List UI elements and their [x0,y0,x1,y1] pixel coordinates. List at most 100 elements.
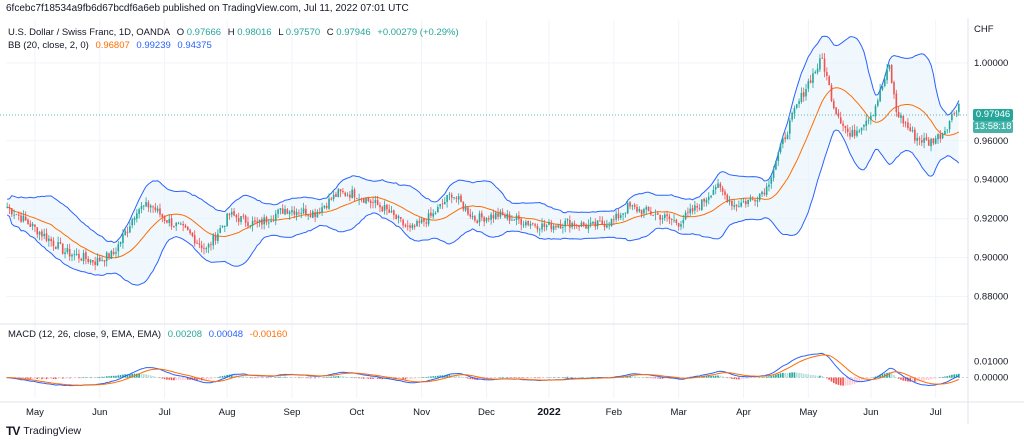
candle [129,221,131,234]
macd-histogram-bar [43,377,46,379]
time-tick-label: Nov [413,407,430,418]
candle-body [270,220,272,222]
candle-body [247,222,249,226]
candle [293,206,296,219]
candle [145,197,147,208]
candle-body [631,205,634,207]
macd-histogram-bar [770,376,773,378]
macd-histogram-bar [802,373,805,378]
candle [793,105,796,119]
candle [337,188,340,198]
candle [441,198,444,210]
candle-body [198,243,201,245]
macd-histogram-bar [856,377,858,384]
candle [437,204,439,213]
candle [73,250,76,261]
candle [784,132,786,143]
candle-body [670,219,673,220]
candle-body [455,197,458,199]
candle-body [446,195,448,202]
candle-body [272,219,275,221]
candle-body [145,201,147,207]
candle-body [94,261,96,265]
macd-histogram-bar [710,375,712,378]
candle [791,111,793,122]
macd-histogram-bar [661,377,664,379]
candle-body [244,215,247,223]
candle [749,194,752,202]
candle-body [50,238,52,242]
macd-histogram-bar [712,375,715,378]
macd-histogram-bar [214,377,217,379]
candle-body [504,214,506,218]
candle [631,204,634,211]
macd-histogram-bar [763,377,766,378]
macd-histogram-bar [478,377,481,380]
candle-body [531,223,534,225]
chart-canvas[interactable]: 0.88000 0.90000 0.92000 0.94000 0.96000 1.000… [0,18,1024,424]
candle [258,219,261,227]
macd-histogram-bar [724,376,726,378]
macd-histogram-bar [795,372,798,378]
macd-histogram-bar [154,376,157,378]
candle [388,204,391,213]
macd-histogram-bar [867,377,870,379]
open-value: 0.97666 [186,27,222,38]
macd-histogram-bar [117,375,120,378]
candle-body [376,199,379,206]
candle-body [569,219,571,228]
candle [242,213,245,220]
macd-histogram-bar [163,377,166,380]
candle-body [409,225,411,228]
candle [837,109,840,119]
macd-histogram-bar [805,374,807,378]
candle-body [846,128,849,133]
candle-body [920,140,923,143]
candle [948,120,951,133]
candle [525,219,527,228]
candle-body [714,187,717,190]
macd-histogram-bar [110,375,113,378]
candle-body [27,219,29,224]
macd-histogram-bar [332,376,335,378]
candle [43,228,46,240]
candle-body [64,252,66,255]
macd-histogram-bar [515,377,518,379]
candle-body [189,229,191,234]
candle-body [295,211,298,216]
macd-histogram-bar [626,376,629,378]
candle-body [307,215,309,217]
candle [939,130,942,143]
macd-histogram-bar [462,377,465,378]
candle-body [369,200,372,203]
candle-body [196,242,198,244]
candle [478,210,481,227]
macd-histogram-bar [101,376,103,378]
macd-histogram-bar [307,377,309,379]
macd-histogram-bar [717,375,719,378]
macd-histogram-bar [772,375,775,378]
candle-body [916,137,918,141]
candle-body [71,254,73,257]
candle-body [606,225,608,228]
macd-histogram-bar [372,377,374,379]
candle [770,175,773,189]
macd-histogram-bar [448,374,451,378]
candle [230,208,233,218]
candle-body [571,223,573,228]
candle [339,188,342,197]
candle [462,201,465,212]
candle [284,205,286,216]
time-tick-label: May [26,407,44,418]
macd-histogram-bar [180,377,182,380]
macd-histogram-bar [650,377,652,379]
candle-body [529,223,532,226]
candle-body [580,222,583,227]
candle-body [545,225,548,228]
low-label: L [278,27,284,38]
macd-histogram-bar [261,377,263,379]
candle-body [122,234,124,244]
time-tick-label: Jul [930,407,942,418]
candle-body [420,219,423,223]
candle-body [166,220,168,223]
